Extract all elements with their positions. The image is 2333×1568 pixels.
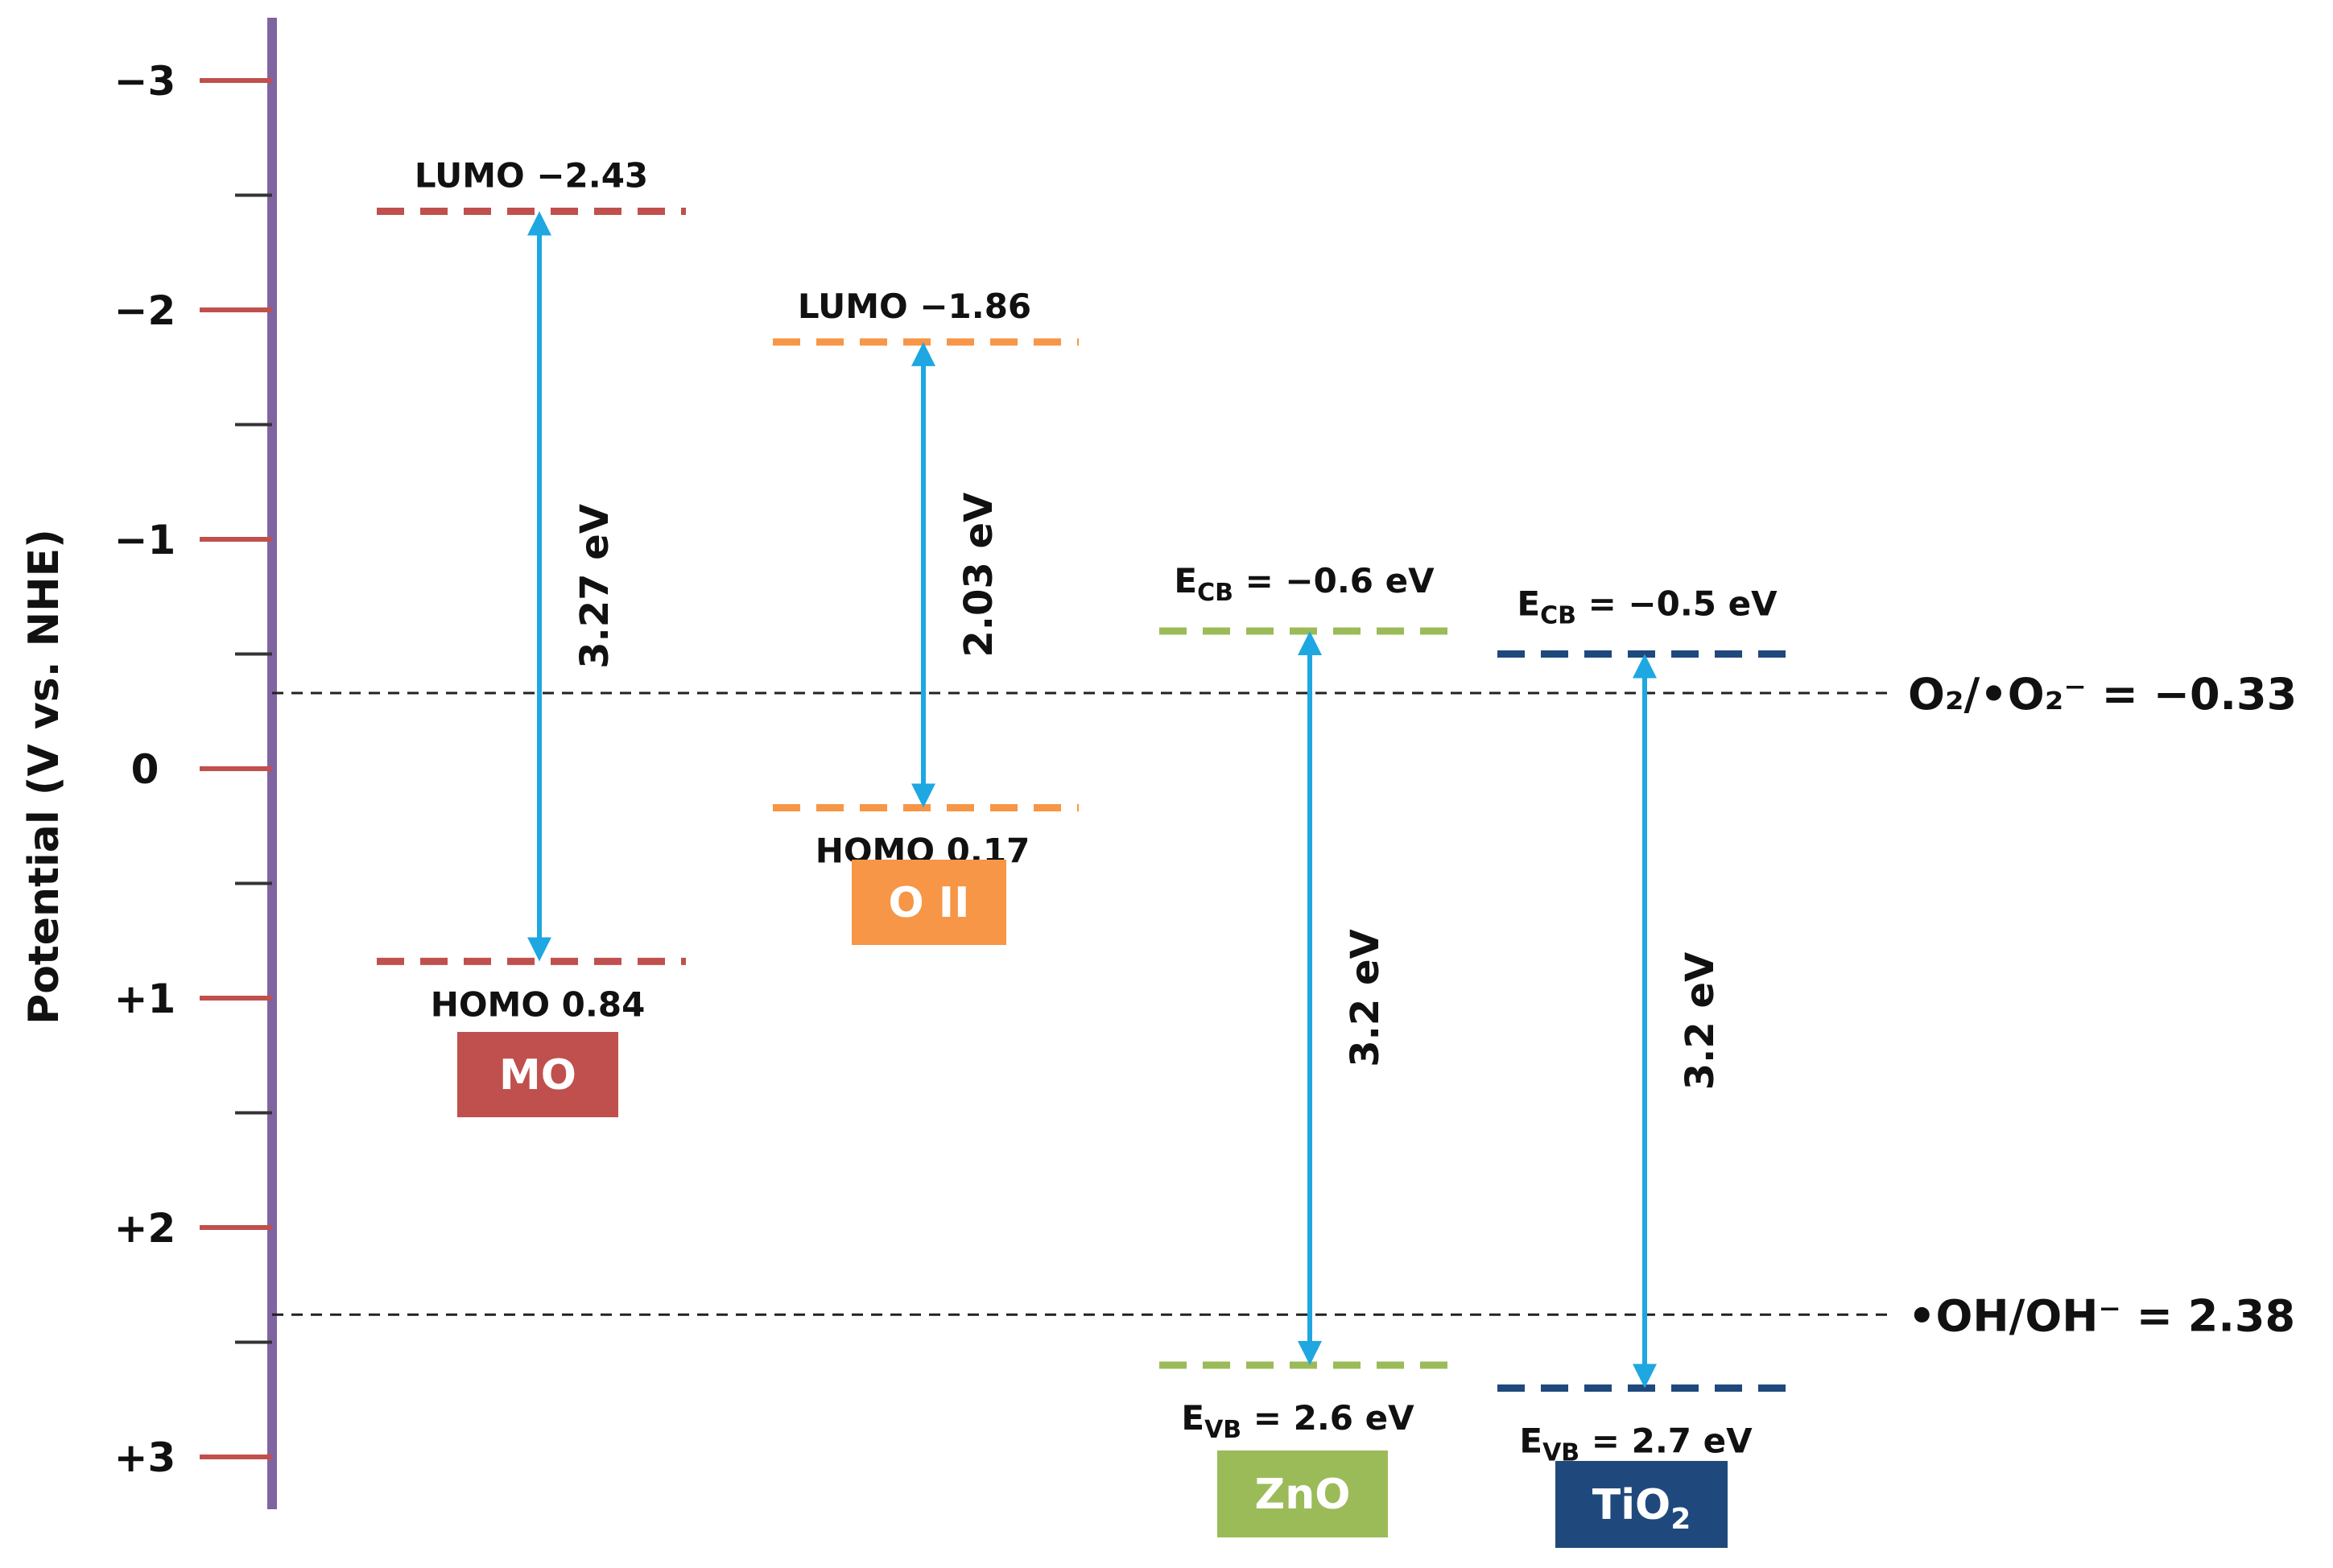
upper-level-label: ECB = −0.6 eV (1174, 561, 1435, 607)
tick-label: +2 (114, 1205, 176, 1252)
upper-level-label: ECB = −0.5 eV (1517, 584, 1778, 630)
material-name-box (852, 860, 1006, 945)
materials: 3.27 eV LUMO −2.43 HOMO 0.84 MO 2.03 eV LUMO … (377, 155, 1799, 1548)
tick-label: 0 (131, 746, 159, 793)
material-name: TiO2 (1592, 1481, 1691, 1536)
lower-level-label: EVB = 2.6 eV (1181, 1398, 1414, 1444)
lower-level-label: HOMO 0.84 (431, 984, 646, 1024)
material-name-box (1555, 1461, 1728, 1548)
axis-title: Potential (V vs. NHE) (20, 529, 68, 1025)
material-1: 3.27 eV LUMO −2.43 HOMO 0.84 MO (377, 155, 686, 1117)
upper-level-label: LUMO −2.43 (415, 155, 648, 195)
material-4: 3.2 eV ECB = −0.5 eV EVB = 2.7 eV TiO2 (1497, 584, 1799, 1548)
band-gap-label: 2.03 eV (956, 493, 1001, 658)
tick-label: −1 (114, 517, 176, 563)
tick-label: +3 (114, 1434, 176, 1481)
reference-lines: O₂/•O₂⁻ = −0.33 •OH/OH⁻ = 2.38 (272, 669, 2297, 1341)
tick-label: −2 (114, 287, 176, 334)
reference-label: •OH/OH⁻ = 2.38 (1908, 1290, 2295, 1341)
material-3: 3.2 eV ECB = −0.6 eV EVB = 2.6 eV ZnO (1159, 561, 1461, 1537)
material-name: O II (888, 879, 969, 927)
band-gap-label: 3.2 eV (1343, 929, 1388, 1067)
lower-level-label: EVB = 2.7 eV (1519, 1422, 1753, 1467)
material-name-box (1217, 1450, 1388, 1537)
material-name: ZnO (1255, 1471, 1351, 1519)
material-name-box (457, 1032, 618, 1117)
upper-level-label: LUMO −1.86 (798, 287, 1031, 326)
material-name: MO (499, 1051, 576, 1100)
band-gap-label: 3.27 eV (572, 504, 617, 669)
reference-label: O₂/•O₂⁻ = −0.33 (1908, 669, 2297, 720)
tick-label: +1 (114, 976, 176, 1022)
tick-label: −3 (114, 58, 176, 105)
axis-ticks: −3 −2 −1 0 +1 +2 +3 (114, 58, 272, 1481)
band-gap-label: 3.2 eV (1678, 952, 1723, 1090)
